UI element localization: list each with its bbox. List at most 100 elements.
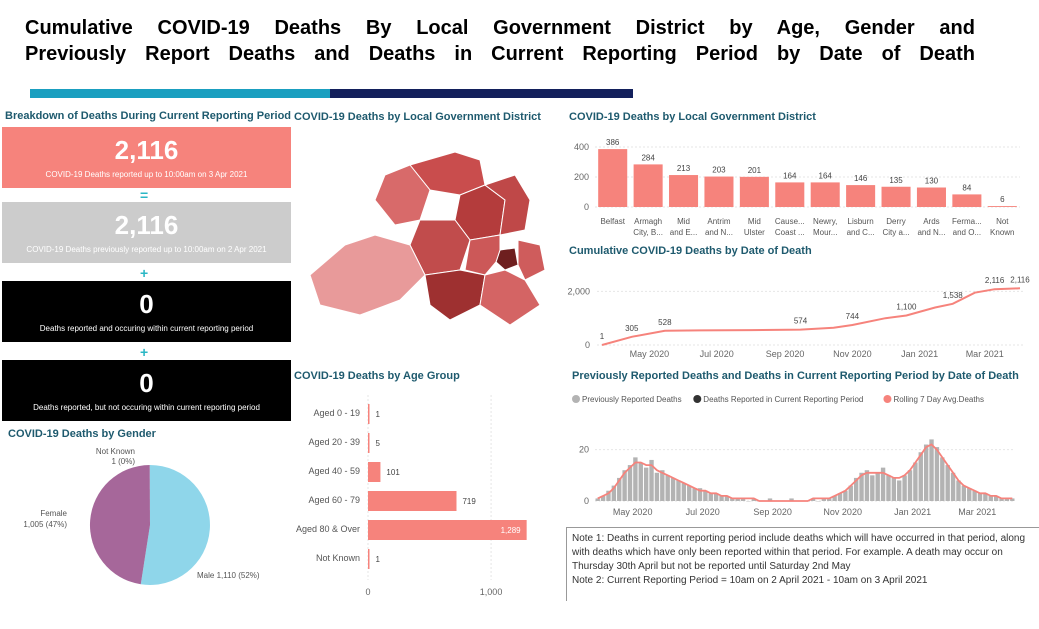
bar[interactable] <box>704 176 734 207</box>
map-region-ards[interactable] <box>517 239 546 281</box>
bar <box>923 444 929 501</box>
bar[interactable] <box>598 149 628 207</box>
bar[interactable] <box>368 462 381 482</box>
card-reported-not-occurring[interactable]: 0 Deaths reported, but not occuring with… <box>2 360 291 421</box>
bar[interactable] <box>368 520 527 540</box>
bar <box>972 490 977 501</box>
bar[interactable] <box>739 176 769 207</box>
bar <box>638 462 643 501</box>
card-label: Deaths reported, but not occuring within… <box>33 403 260 412</box>
bar[interactable] <box>810 182 840 207</box>
x-tick-label: Jul 2020 <box>700 349 734 359</box>
bar <box>897 480 902 501</box>
bar[interactable] <box>916 187 946 208</box>
bar[interactable] <box>633 164 663 207</box>
y-tick-label: Not Known <box>316 553 360 563</box>
bar <box>595 498 600 501</box>
x-tick-label: Nov 2020 <box>823 507 862 517</box>
equals-operator: = <box>140 187 149 203</box>
card-reported-occurring[interactable]: 0 Deaths reported and occuring within cu… <box>2 281 291 342</box>
x-tick-label: May 2020 <box>613 507 653 517</box>
map-region-armagh[interactable] <box>424 269 486 321</box>
lgd-map[interactable] <box>300 140 560 340</box>
gender-pie-chart[interactable]: Male 1,110 (52%) Female 1,005 (47%) Not Kno… <box>5 440 290 590</box>
bar <box>676 480 681 501</box>
card-label: COVID-19 Deaths previously reported up t… <box>26 245 267 254</box>
bar[interactable] <box>368 404 370 424</box>
bar <box>606 490 611 501</box>
bar <box>627 465 633 501</box>
data-label: 284 <box>641 153 655 162</box>
card-value: 0 <box>139 368 154 398</box>
x-tick-label: Cause... <box>775 217 805 226</box>
bar <box>918 452 923 501</box>
map-region-mid-east-antrim[interactable] <box>483 174 531 236</box>
bar <box>600 495 606 501</box>
x-tick-label: Derry <box>886 217 906 226</box>
card-previously-reported[interactable]: 2,116 COVID-19 Deaths previously reporte… <box>2 202 291 263</box>
bar <box>934 447 940 501</box>
data-label: 1,289 <box>501 526 522 535</box>
x-tick-label: Jan 2021 <box>894 507 931 517</box>
note-line-3: Thursday 30th April but not be reported … <box>572 561 851 572</box>
map-region-lisburn[interactable] <box>464 234 501 276</box>
data-label: 305 <box>625 324 639 333</box>
bar[interactable] <box>775 182 805 207</box>
daily-deaths-chart[interactable]: Previously Reported Deaths Deaths Reporte… <box>565 386 1035 521</box>
lgd-bar-chart[interactable]: 0 200 400 386 Belfast 284 Armagh City, B... 213 M… <box>560 130 1035 245</box>
bar <box>891 477 897 501</box>
note-line-2: with deaths which have only been reporte… <box>572 547 1003 558</box>
data-label: 201 <box>748 166 762 175</box>
pie-slice[interactable] <box>89 465 150 585</box>
data-label: 164 <box>819 171 833 180</box>
x-tick-label: Belfast <box>600 217 625 226</box>
data-label: 84 <box>962 183 971 192</box>
data-label: 1 <box>376 410 381 419</box>
bar <box>654 472 660 501</box>
bar[interactable] <box>987 206 1017 207</box>
y-tick-label: Aged 40 - 59 <box>308 466 360 476</box>
data-label: 135 <box>889 176 903 185</box>
daily-chart-heading: Previously Reported Deaths and Deaths in… <box>572 370 1019 382</box>
rolling-average-line <box>597 443 1013 502</box>
bar <box>617 477 622 501</box>
bar <box>719 495 724 501</box>
cumulative-line-chart[interactable]: 0 2,000 May 2020 Jul 2020 Sep 2020 Nov 2020 Ja… <box>560 262 1035 364</box>
card-total-reported[interactable]: 2,116 COVID-19 Deaths reported up to 10:… <box>2 127 291 188</box>
x-tick-label: Ferma... <box>952 217 982 226</box>
data-label: 1,538 <box>943 291 964 300</box>
data-label: 146 <box>854 174 868 183</box>
pie-slice[interactable] <box>140 465 210 585</box>
bar <box>907 470 913 501</box>
data-label: 5 <box>376 439 381 448</box>
bar <box>843 490 848 501</box>
bar[interactable] <box>669 175 699 207</box>
bar[interactable] <box>368 491 457 511</box>
y-tick-label: Aged 60 - 79 <box>308 495 360 505</box>
x-tick-label: and O... <box>953 228 981 237</box>
bar[interactable] <box>846 185 876 207</box>
y-tick-label: 0 <box>584 496 589 506</box>
x-tick-label: City a... <box>882 228 909 237</box>
map-region-newry[interactable] <box>479 269 541 326</box>
y-tick-label: 0 <box>585 340 590 350</box>
y-tick-label: Aged 20 - 39 <box>308 437 360 447</box>
bar <box>853 477 859 501</box>
bar <box>751 498 757 501</box>
x-tick-label: and N... <box>917 228 945 237</box>
bar[interactable] <box>952 194 982 207</box>
bar <box>983 493 988 501</box>
bar[interactable] <box>881 186 911 207</box>
x-tick-label: Mid <box>748 217 761 226</box>
bar[interactable] <box>368 549 370 569</box>
map-region-derry[interactable] <box>374 164 431 226</box>
bar <box>929 439 934 501</box>
map-region-fermanagh[interactable] <box>309 234 426 316</box>
card-label: Deaths reported and occuring within curr… <box>39 324 254 333</box>
bar[interactable] <box>368 433 370 453</box>
bar <box>692 488 697 501</box>
header-accent-bar-navy <box>330 89 633 98</box>
bar <box>993 495 999 501</box>
page-title: Cumulative COVID-19 Deaths By Local Gove… <box>25 15 975 67</box>
